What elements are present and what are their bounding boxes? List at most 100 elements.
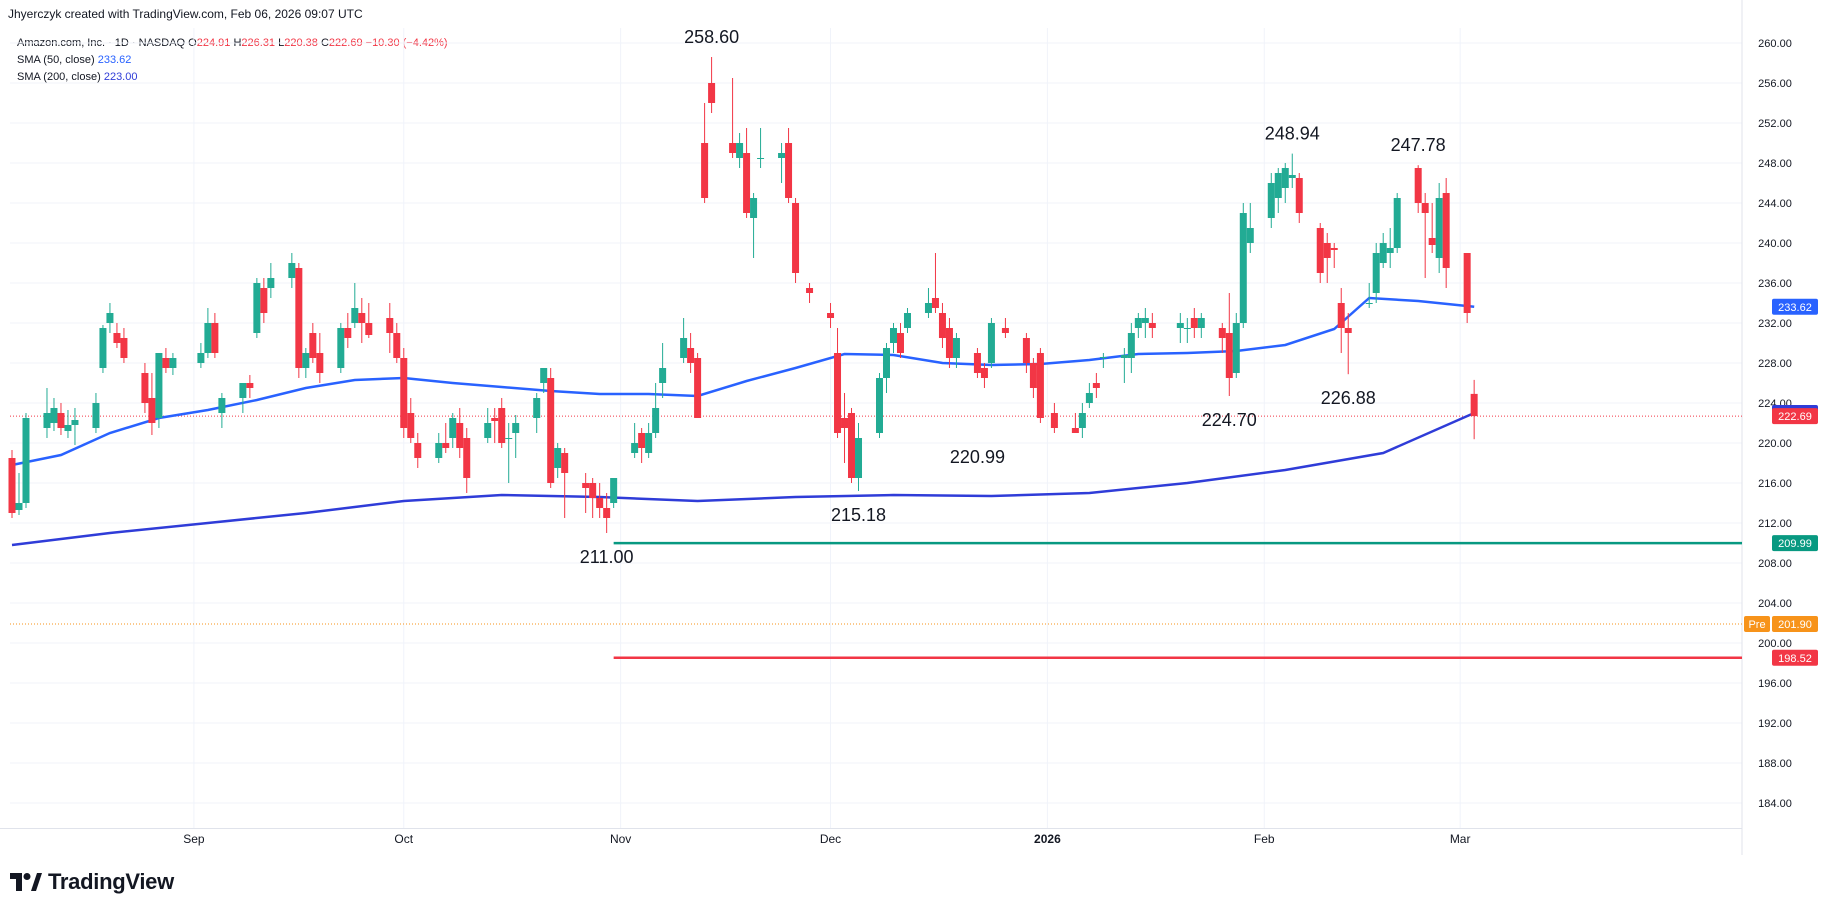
candle-body: [1470, 393, 1478, 417]
y-tick-label: 196.00: [1758, 678, 1792, 690]
candle-body: [267, 278, 275, 288]
candle-body: [889, 328, 897, 343]
candle-body: [1050, 413, 1058, 428]
candle-body: [1435, 198, 1443, 258]
candle-body: [1099, 357, 1107, 358]
x-tick-label: 2026: [1034, 832, 1061, 846]
candle-body: [1225, 333, 1233, 378]
candle-body: [589, 483, 597, 498]
candle-body: [64, 425, 72, 431]
candle-body: [855, 438, 863, 478]
candle-body: [952, 338, 960, 358]
candle-body: [610, 478, 618, 503]
candle-body: [295, 268, 303, 368]
candle-body: [57, 413, 65, 428]
candle-body: [757, 158, 765, 159]
candle-body: [218, 398, 226, 413]
candle-body: [938, 313, 946, 338]
candle-body: [1148, 323, 1156, 328]
price-badge-label: 201.90: [1778, 619, 1812, 631]
candle-body: [1463, 253, 1471, 313]
candle-body: [1134, 318, 1142, 328]
candle-body: [694, 358, 702, 418]
price-badge-label: 198.52: [1778, 653, 1812, 665]
price-badge-label: 222.69: [1778, 411, 1812, 423]
price-badge: [1772, 616, 1818, 632]
candle-body: [15, 503, 23, 510]
price-annotation: 248.94: [1265, 124, 1320, 144]
candle-body: [903, 313, 911, 328]
candle-body: [1442, 193, 1450, 268]
candle-body: [875, 378, 883, 433]
candle-body: [8, 458, 16, 513]
price-annotation: 258.60: [684, 27, 739, 47]
premarket-badge-label: Pre: [1748, 619, 1765, 631]
candle-body: [973, 353, 981, 373]
candle-body: [1141, 318, 1149, 323]
y-tick-label: 212.00: [1758, 518, 1792, 530]
candle-body: [1218, 328, 1226, 338]
candle-body: [1036, 353, 1044, 418]
candle-body: [386, 318, 394, 333]
candle-body: [1232, 323, 1240, 373]
candle-body: [253, 283, 261, 333]
y-tick-label: 252.00: [1758, 118, 1792, 130]
sma50-row[interactable]: SMA (50, close) 233.62: [17, 52, 448, 69]
x-tick-label: Mar: [1450, 832, 1471, 846]
candle-body: [1330, 248, 1338, 250]
y-tick-label: 256.00: [1758, 78, 1792, 90]
candle-body: [743, 153, 751, 213]
candle-body: [1414, 168, 1422, 203]
candle-body: [99, 328, 107, 368]
tradingview-logo[interactable]: TradingView: [10, 869, 174, 895]
price-annotation: 211.00: [580, 547, 634, 567]
candle-body: [1246, 228, 1254, 243]
candle-body: [442, 443, 450, 448]
candle-body: [197, 353, 205, 363]
sma50-value: 233.62: [97, 54, 132, 66]
candle-body: [896, 333, 904, 353]
candle-body: [1323, 243, 1331, 258]
y-tick-label: 216.00: [1758, 478, 1792, 490]
candle-body: [358, 313, 366, 323]
candle-body: [778, 153, 786, 158]
candle-body: [309, 333, 317, 358]
sma200-row[interactable]: SMA (200, close) 223.00: [17, 69, 448, 86]
candle-body: [603, 508, 611, 518]
sma50-label: SMA (50, close): [17, 54, 95, 66]
y-tick-label: 244.00: [1758, 198, 1792, 210]
candle-body: [260, 288, 268, 313]
candle-body: [1281, 168, 1289, 188]
candle-body: [435, 443, 443, 458]
candle-body: [407, 413, 415, 438]
sma-line: [11, 411, 1475, 547]
candle-body: [71, 420, 79, 425]
y-tick-label: 220.00: [1758, 438, 1792, 450]
premarket-badge: [1744, 616, 1770, 632]
price-badge-label: 233.62: [1778, 302, 1812, 314]
y-tick-label: 204.00: [1758, 598, 1792, 610]
candle-body: [1078, 413, 1086, 428]
candle-body: [400, 358, 408, 428]
candle-body: [484, 423, 492, 438]
candle-body: [120, 338, 128, 358]
candle-body: [106, 313, 114, 323]
price-badge: [1772, 298, 1818, 315]
price-annotation: 220.99: [950, 447, 1005, 467]
price-badge-label: 209.99: [1778, 538, 1812, 550]
candle-body: [1190, 318, 1198, 328]
candle-body: [316, 353, 324, 373]
tradingview-logo-text: TradingView: [48, 869, 174, 894]
candle-body: [1120, 355, 1128, 358]
candle-body: [785, 143, 793, 198]
candle-body: [512, 423, 520, 433]
candle-body: [246, 383, 254, 388]
candle-body: [945, 328, 953, 358]
candle-body: [680, 338, 688, 358]
candle-body: [1176, 323, 1184, 328]
candle-body: [827, 313, 835, 318]
candle-body: [540, 368, 548, 383]
chart-legend: Amazon.com, Inc. · 1D · NASDAQ O224.91 H…: [17, 35, 448, 86]
x-tick-label: Feb: [1254, 832, 1275, 846]
